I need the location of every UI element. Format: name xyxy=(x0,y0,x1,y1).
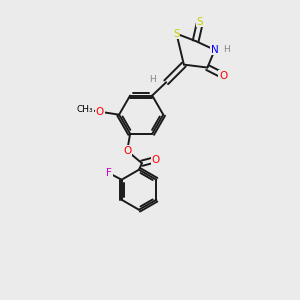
Text: S: S xyxy=(173,29,180,39)
Text: O: O xyxy=(151,155,159,165)
Text: O: O xyxy=(123,146,131,156)
Text: O: O xyxy=(219,70,227,80)
Text: H: H xyxy=(223,45,230,54)
Text: H: H xyxy=(150,75,156,84)
Text: O: O xyxy=(96,107,104,117)
Text: S: S xyxy=(197,17,203,27)
Text: CH₃: CH₃ xyxy=(77,105,94,114)
Text: N: N xyxy=(211,45,219,55)
Text: F: F xyxy=(106,168,112,178)
